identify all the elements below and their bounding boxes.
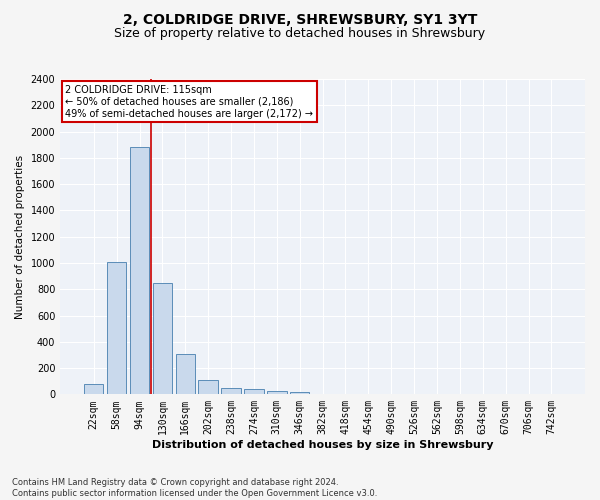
- Text: Contains HM Land Registry data © Crown copyright and database right 2024.
Contai: Contains HM Land Registry data © Crown c…: [12, 478, 377, 498]
- Bar: [176, 354, 195, 395]
- Bar: [107, 262, 127, 394]
- Bar: [199, 380, 218, 394]
- Bar: [244, 389, 263, 394]
- Bar: [221, 388, 241, 394]
- Y-axis label: Number of detached properties: Number of detached properties: [15, 154, 25, 318]
- Bar: [290, 392, 310, 394]
- Bar: [84, 384, 103, 394]
- X-axis label: Distribution of detached houses by size in Shrewsbury: Distribution of detached houses by size …: [152, 440, 493, 450]
- Bar: [152, 282, 172, 395]
- Text: 2 COLDRIDGE DRIVE: 115sqm
← 50% of detached houses are smaller (2,186)
49% of se: 2 COLDRIDGE DRIVE: 115sqm ← 50% of detac…: [65, 86, 313, 118]
- Text: 2, COLDRIDGE DRIVE, SHREWSBURY, SY1 3YT: 2, COLDRIDGE DRIVE, SHREWSBURY, SY1 3YT: [123, 12, 477, 26]
- Bar: [130, 148, 149, 394]
- Text: Size of property relative to detached houses in Shrewsbury: Size of property relative to detached ho…: [115, 28, 485, 40]
- Bar: [267, 391, 287, 394]
